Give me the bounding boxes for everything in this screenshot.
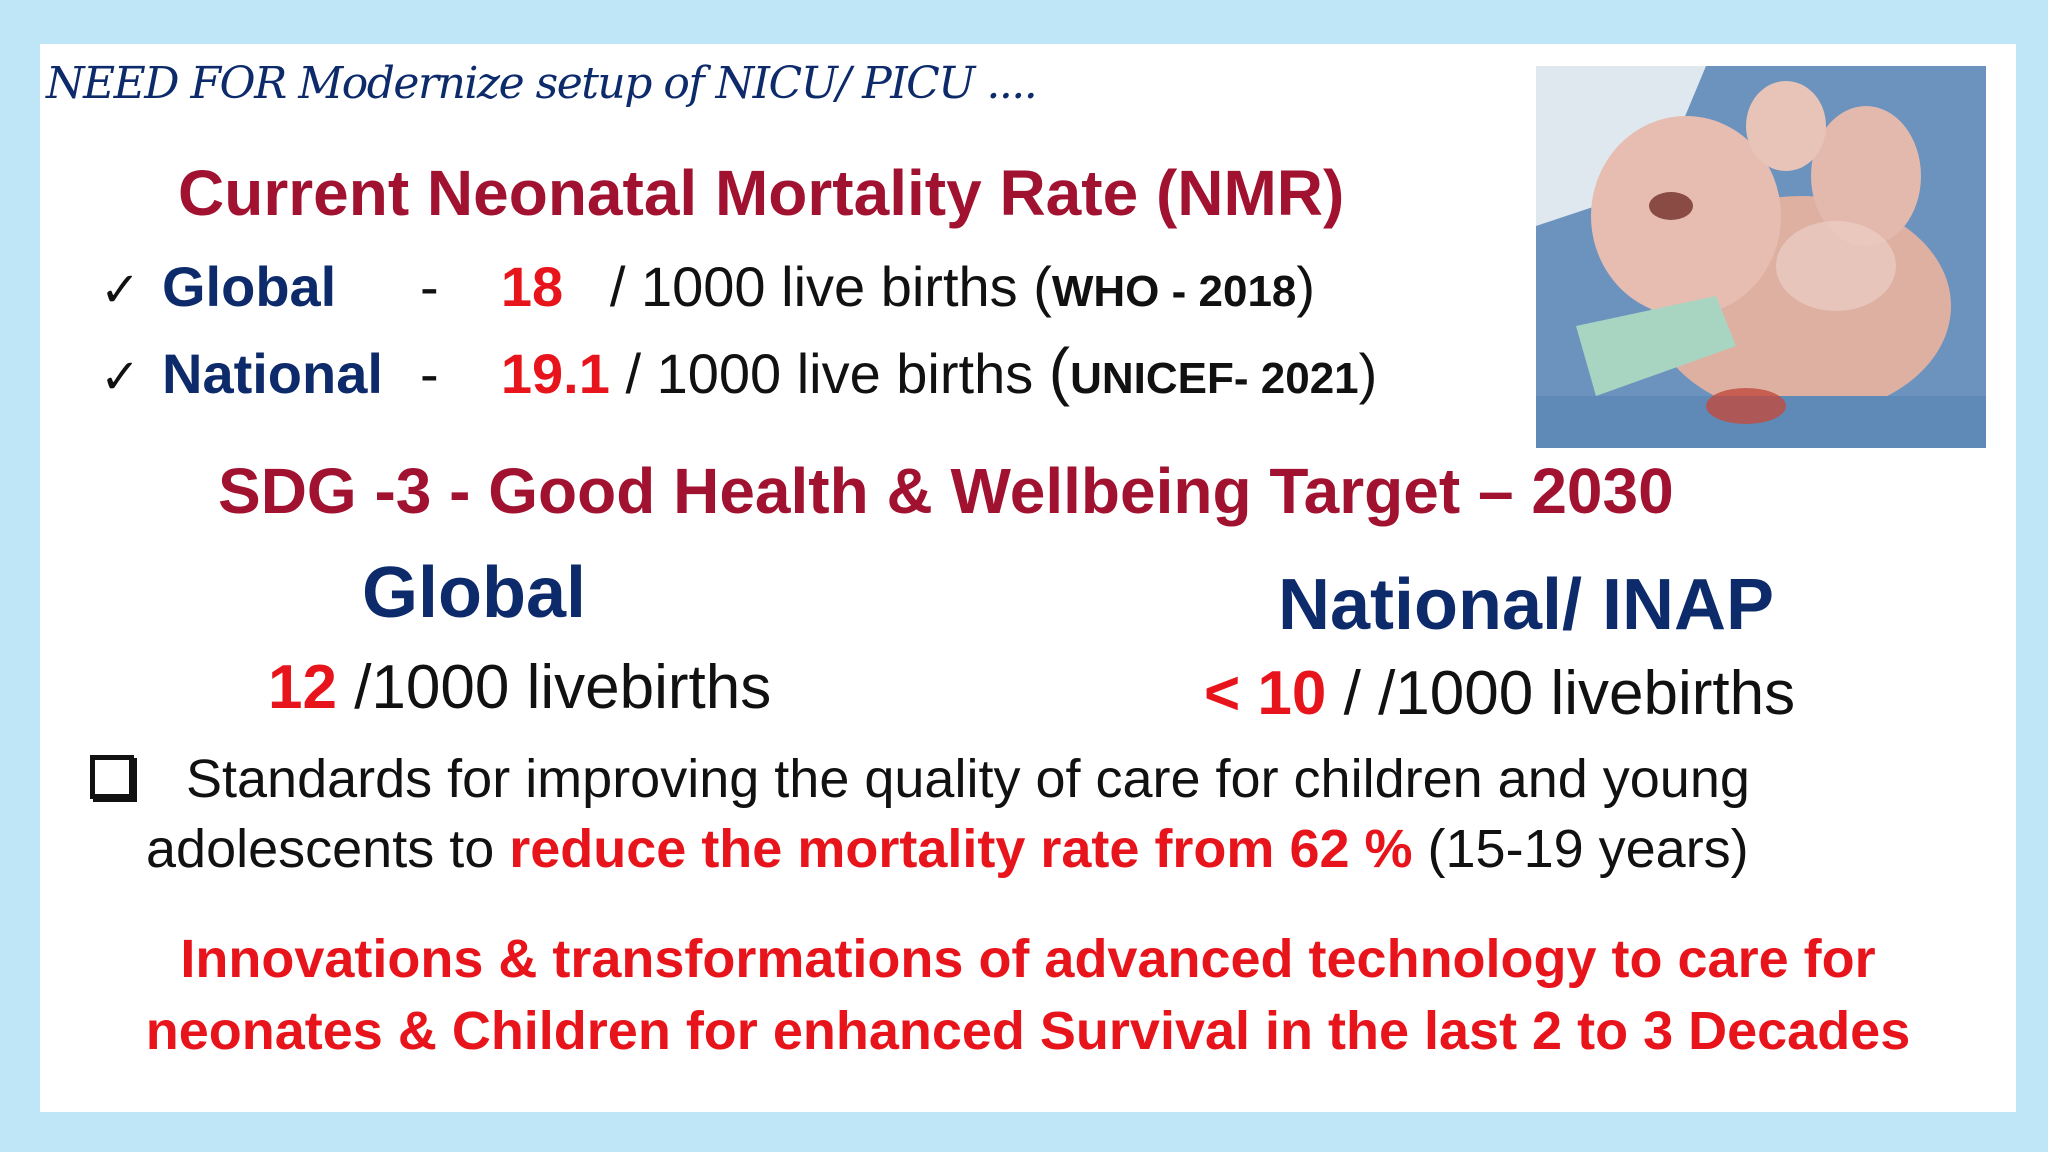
sdg-title: SDG -3 - Good Health & Wellbeing Target … [218,455,1674,527]
sdg-national-unit: / /1000 livebirths [1326,659,1796,728]
sdg-global-value: 12 [268,653,337,722]
nmr-row-close: ) [1296,255,1316,318]
nmr-row-source: UNICEF- 2021 [1070,354,1359,403]
standards-line-2: adolescents to reduce the mortality rate… [146,818,1749,880]
sdg-national-heading: National/ INAP [1278,565,1775,645]
nmr-row-dash: - [420,255,439,318]
nmr-row-global: ✓ Global - 18 / 1000 live births (WHO - 20… [100,254,1315,319]
nmr-row-unit: / 1000 live births [609,342,1049,405]
sdg-global-value-line: 12 /1000 livebirths [268,652,771,723]
nmr-row-open: ( [1048,335,1071,407]
standards-text-2a: adolescents to [146,819,510,879]
nmr-row-open: ( [1033,255,1052,318]
nmr-row-national: ✓ National - 19.1 / 1000 live births (UNIC… [100,334,1377,408]
sdg-global-heading: Global [362,553,587,633]
sdg-national-value-line: < 10 / /1000 livebirths [1204,658,1795,729]
standards-highlight: reduce the mortality rate from 62 % [509,819,1413,879]
nmr-row-source: WHO - 2018 [1051,267,1297,316]
nmr-row-close: ) [1358,342,1378,405]
standards-text-2b: (15-19 years) [1412,819,1749,879]
standards-text-1: Standards for improving the quality of c… [186,749,1750,809]
check-icon: ✓ [100,262,141,318]
innovations-line-1: Innovations & transformations of advance… [180,929,1876,989]
nmr-row-unit: / 1000 live births [594,255,1034,318]
checkbox-icon [90,754,134,799]
nmr-row-value: 18 [500,255,564,318]
slide: NEED FOR Modernize setup of NICU/ PICU .… [40,44,2016,1112]
slide-header: NEED FOR Modernize setup of NICU/ PICU .… [46,58,1038,109]
nmr-title: Current Neonatal Mortality Rate (NMR) [178,157,1345,229]
newborn-photo [1536,66,1986,448]
innovations-line-2: neonates & Children for enhanced Surviva… [145,1001,1911,1061]
sdg-global-unit: /1000 livebirths [336,653,772,722]
standards-line-1: Standards for improving the quality of c… [90,748,1750,810]
nmr-row-label: National [162,342,383,405]
nmr-row-value: 19.1 [500,342,610,405]
nmr-row-dash: - [420,342,439,405]
check-icon: ✓ [100,349,141,405]
sdg-national-value: < 10 [1204,659,1327,728]
nmr-row-label: Global [162,255,337,318]
